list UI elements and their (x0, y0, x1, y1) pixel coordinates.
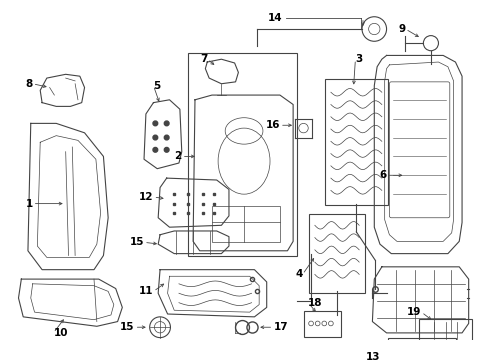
Circle shape (164, 121, 169, 126)
Circle shape (153, 121, 158, 126)
Text: 2: 2 (174, 152, 182, 161)
Text: 6: 6 (379, 170, 387, 180)
Text: 11: 11 (139, 286, 153, 296)
Circle shape (164, 135, 169, 140)
Text: 8: 8 (25, 79, 33, 89)
Text: 10: 10 (53, 328, 68, 338)
Text: 17: 17 (273, 322, 288, 332)
Circle shape (153, 148, 158, 152)
Text: 9: 9 (398, 24, 405, 34)
Text: 18: 18 (308, 298, 323, 308)
Circle shape (164, 148, 169, 152)
Text: 15: 15 (129, 237, 144, 247)
Text: 5: 5 (153, 81, 161, 91)
Text: 16: 16 (266, 120, 280, 130)
Text: 7: 7 (200, 54, 207, 64)
Text: 19: 19 (407, 307, 421, 317)
Text: 4: 4 (295, 269, 302, 279)
Text: 12: 12 (139, 192, 153, 202)
Text: 15: 15 (120, 322, 135, 332)
Text: 3: 3 (355, 54, 363, 64)
Text: 14: 14 (268, 13, 283, 23)
Circle shape (153, 135, 158, 140)
Text: 13: 13 (366, 352, 380, 360)
Text: 1: 1 (25, 199, 33, 208)
